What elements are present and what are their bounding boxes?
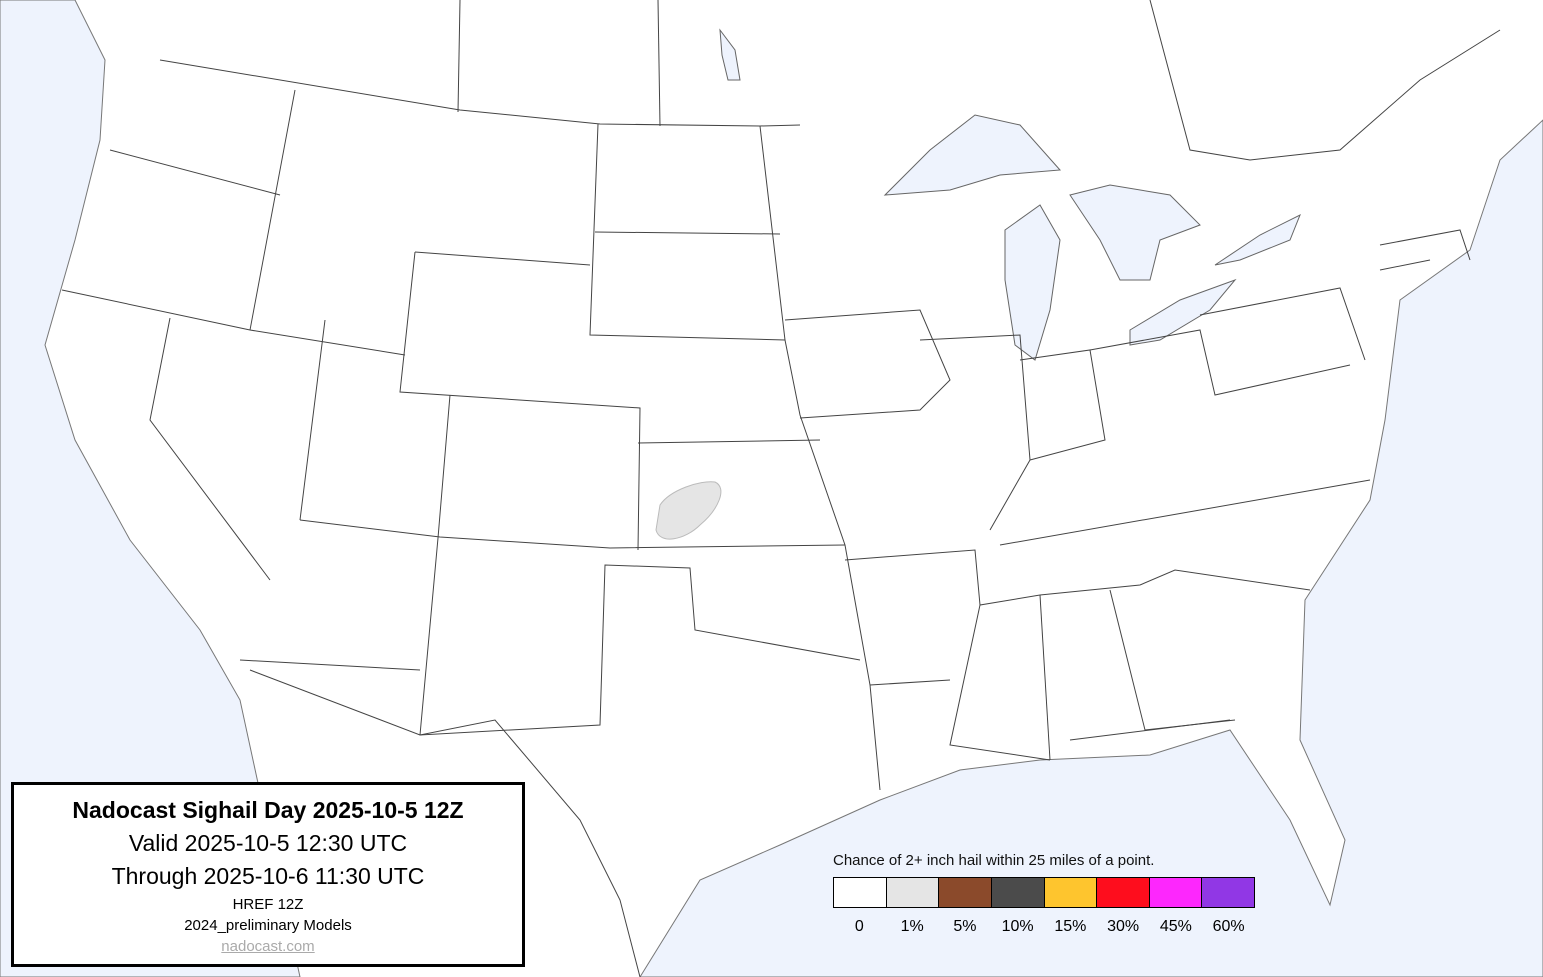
map-title: Nadocast Sighail Day 2025-10-5 12Z [72, 797, 464, 823]
model-run: HREF 12Z [232, 896, 304, 913]
legend-label: 10% [1001, 918, 1034, 935]
legend-label: 5% [953, 918, 977, 935]
legend-swatch [1044, 878, 1098, 907]
legend-swatch [886, 878, 940, 907]
state-borders [61, 0, 1501, 977]
legend-swatch [1097, 878, 1150, 907]
legend-labels: 0 1% 5% 10% 15% 30% 45% 60% [833, 918, 1255, 936]
legend: Chance of 2+ inch hail within 25 miles o… [833, 852, 1255, 936]
models-version: 2024_preliminary Models [184, 917, 352, 934]
through-time: Through 2025-10-6 11:30 UTC [111, 863, 425, 889]
legend-swatch [1149, 878, 1203, 907]
gulf-atlantic-ocean [639, 119, 1543, 977]
legend-label: 15% [1054, 918, 1087, 935]
pacific-ocean [0, 0, 301, 977]
legend-label: 30% [1107, 918, 1140, 935]
legend-label: 60% [1212, 918, 1245, 935]
legend-label: 1% [900, 918, 924, 935]
legend-swatch [991, 878, 1045, 907]
legend-swatch [834, 878, 887, 907]
hail-probability-area-1pct [655, 481, 722, 540]
legend-swatch [1202, 878, 1254, 907]
legend-label: 0 [854, 918, 864, 935]
title-box: Nadocast Sighail Day 2025-10-5 12Z Valid… [11, 782, 525, 967]
great-lakes [719, 28, 1301, 361]
legend-swatch [939, 878, 992, 907]
legend-title: Chance of 2+ inch hail within 25 miles o… [833, 852, 1155, 869]
legend-label: 45% [1159, 918, 1192, 935]
valid-time: Valid 2025-10-5 12:30 UTC [128, 830, 408, 856]
nadocast-link[interactable]: nadocast.com [221, 938, 315, 955]
legend-swatches [833, 877, 1255, 908]
